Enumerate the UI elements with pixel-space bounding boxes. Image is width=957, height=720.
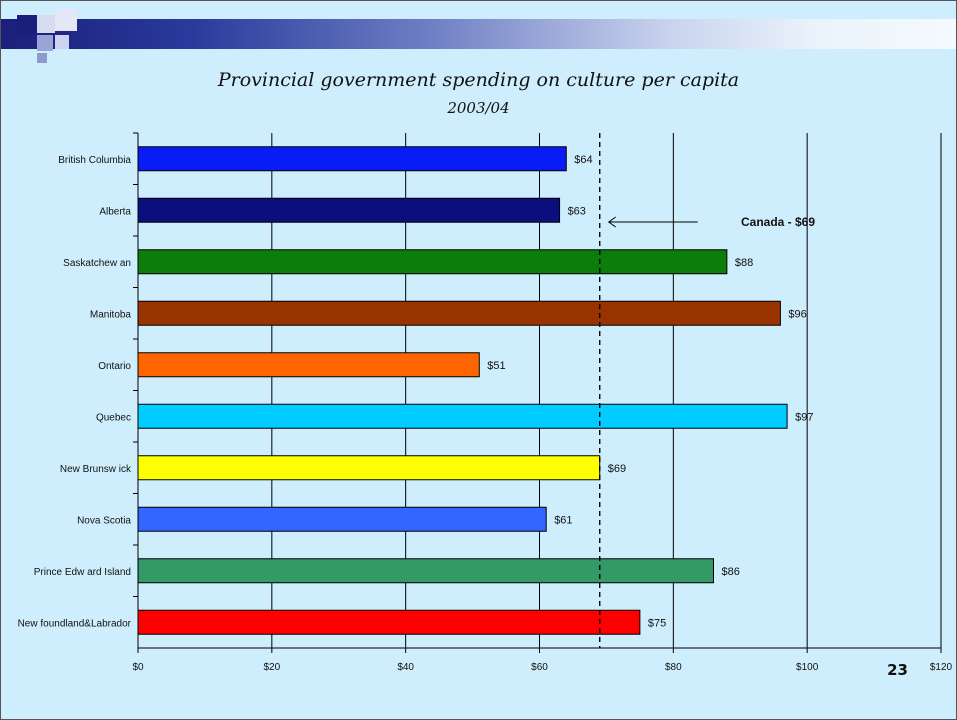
bar bbox=[137, 609, 641, 635]
logo-square-mid bbox=[37, 35, 53, 51]
bar bbox=[137, 249, 728, 275]
page-number: 23 bbox=[887, 661, 908, 679]
category-label: Ontario bbox=[98, 361, 131, 372]
bar bbox=[137, 455, 601, 481]
data-label: $86 bbox=[721, 566, 739, 578]
chart-subtitle: 2003/04 bbox=[447, 99, 510, 117]
x-tick-label: $60 bbox=[531, 662, 548, 673]
category-label: Prince Edw ard Island bbox=[34, 567, 131, 578]
data-label: $75 bbox=[648, 617, 666, 629]
x-tick-label: $20 bbox=[263, 662, 280, 673]
data-label: $51 bbox=[487, 360, 505, 372]
category-label: Alberta bbox=[99, 206, 131, 217]
category-label: Saskatchew an bbox=[63, 258, 131, 269]
data-label: $97 bbox=[795, 411, 813, 423]
bar bbox=[137, 558, 714, 584]
reference-arrow-head bbox=[607, 216, 617, 228]
logo-square-mid bbox=[37, 53, 47, 63]
category-label: Manitoba bbox=[90, 309, 132, 320]
bar bbox=[137, 506, 547, 532]
x-tick-label: $80 bbox=[665, 662, 682, 673]
chart-title: Provincial government spending on cultur… bbox=[217, 69, 740, 91]
data-label: $96 bbox=[788, 308, 806, 320]
category-label: Quebec bbox=[96, 412, 131, 423]
header-gradient-band bbox=[1, 19, 956, 49]
data-label: $69 bbox=[608, 463, 626, 475]
x-tick-label: $0 bbox=[132, 662, 144, 673]
data-label: $63 bbox=[568, 205, 586, 217]
logo-square-light bbox=[55, 35, 69, 49]
logo-square-light bbox=[37, 15, 55, 33]
logo-square-dark bbox=[17, 15, 37, 35]
category-label: New foundland&Labrador bbox=[18, 618, 132, 629]
category-label: New Brunsw ick bbox=[60, 464, 132, 475]
bar bbox=[137, 146, 567, 172]
bar bbox=[137, 197, 561, 223]
category-label: Nova Scotia bbox=[77, 515, 131, 526]
category-label: British Columbia bbox=[58, 155, 131, 166]
reference-label: Canada - $69 bbox=[741, 215, 816, 229]
x-tick-label: $100 bbox=[796, 662, 819, 673]
logo-square-light bbox=[55, 9, 77, 31]
bar bbox=[137, 352, 480, 378]
data-label: $61 bbox=[554, 514, 572, 526]
bar bbox=[137, 403, 788, 429]
x-tick-label: $40 bbox=[397, 662, 414, 673]
x-tick-label: $120 bbox=[930, 662, 953, 673]
data-label: $88 bbox=[735, 257, 753, 269]
bar bbox=[137, 300, 781, 326]
data-label: $64 bbox=[574, 154, 592, 166]
